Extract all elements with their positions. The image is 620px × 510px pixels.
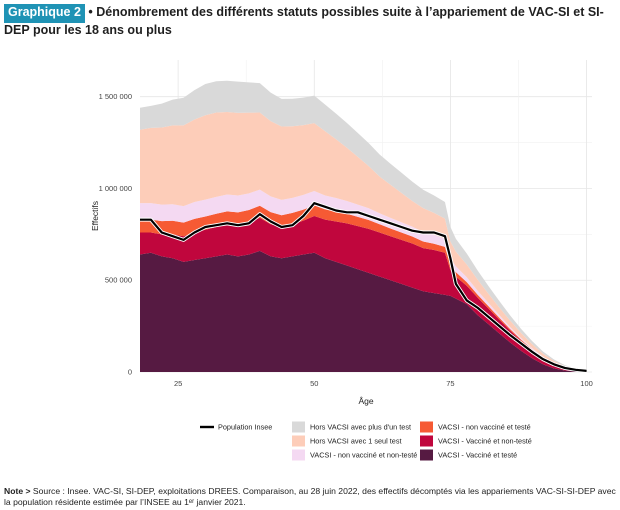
chart-badge: Graphique 2 — [4, 4, 85, 23]
x-tick-label: 100 — [580, 379, 593, 388]
legend-label: VACSI - non vacciné et non-testé — [310, 451, 417, 460]
area-hors-vacsi-avec-1-seul-test — [140, 111, 587, 372]
legend-label: VACSI - Vacciné et testé — [438, 451, 517, 460]
legend-item: VACSI - Vacciné et non-testé — [420, 435, 532, 447]
area-hors-vacsi-avec-plus-d-un-test — [140, 80, 587, 371]
area-vacsi-vaccine-et-teste — [140, 250, 587, 372]
x-tick-label: 75 — [446, 379, 454, 388]
note-text: Source : Insee. VAC-SI, SI-DEP, exploita… — [4, 486, 616, 507]
y-tick-label: 1 500 000 — [99, 92, 132, 101]
legend-key-box — [420, 449, 433, 461]
legend-item: Hors VACSI avec 1 seul test — [292, 435, 402, 447]
legend-key-box — [292, 449, 305, 461]
legend-label: Hors VACSI avec plus d'un test — [310, 423, 411, 432]
x-tick-label: 25 — [174, 379, 182, 388]
legend-key-box — [292, 435, 305, 447]
legend-item: VACSI - non vacciné et non-testé — [292, 449, 417, 461]
legend-label: Hors VACSI avec 1 seul test — [310, 437, 402, 446]
y-tick-label: 0 — [128, 368, 132, 377]
axis-layer: 0 500 000 1 000 000 1 500 000 25 50 75 100 Âge Ef… — [90, 92, 593, 406]
area-vacsi-vaccite-et-non-teste — [140, 216, 587, 372]
chart-note: Note > Source : Insee. VAC-SI, SI-DEP, e… — [4, 486, 616, 508]
x-axis-title: Âge — [358, 396, 373, 406]
legend-key-box — [420, 421, 433, 433]
legend-label: Population Insee — [218, 423, 272, 432]
x-tick-label: 50 — [310, 379, 318, 388]
legend-item: VACSI - Vacciné et testé — [420, 449, 517, 461]
chart-canvas: 0 500 000 1 000 000 1 500 000 25 50 75 100 Âge Ef… — [90, 60, 593, 461]
population-line — [140, 202, 587, 372]
legend: Population Insee Hors VACSI avec plus d'u… — [200, 421, 532, 461]
legend-item: VACSI - non vacciné et testé — [420, 421, 531, 433]
chart-title-text: • Dénombrement des différents statuts po… — [4, 5, 604, 37]
legend-label: VACSI - non vacciné et testé — [438, 423, 531, 432]
legend-item: Hors VACSI avec plus d'un test — [292, 421, 411, 433]
y-tick-label: 500 000 — [105, 276, 132, 285]
area-layer — [140, 80, 587, 372]
legend-item: Population Insee — [200, 423, 272, 432]
chart-header: Graphique 2 • Dénombrement des différent… — [4, 4, 614, 38]
y-axis-title: Effectifs — [90, 201, 100, 231]
legend-key-box — [420, 435, 433, 447]
note-label: Note > — [4, 486, 31, 496]
area-vacsi-non-vaccine-et-non-teste — [140, 189, 587, 372]
legend-key-box — [292, 421, 305, 433]
y-tick-label: 1 000 000 — [99, 184, 132, 193]
legend-label: VACSI - Vacciné et non-testé — [438, 437, 532, 446]
chart-title: Graphique 2 • Dénombrement des différent… — [4, 4, 614, 38]
population-line-layer — [140, 201, 587, 373]
